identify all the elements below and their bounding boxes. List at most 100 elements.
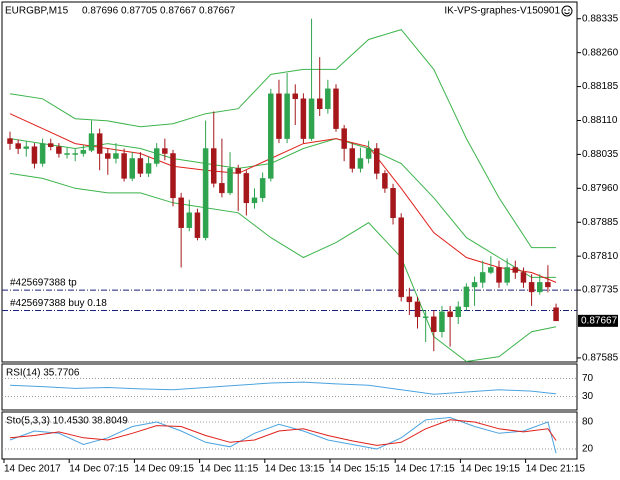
x-tick-label: 14 Dec 13:15 (265, 464, 325, 475)
candle-body (48, 143, 54, 147)
candle-body (398, 217, 404, 298)
stoch-pane (1, 411, 578, 460)
candle-body (422, 316, 429, 319)
order-level-label: #425697388 buy 0.18 (10, 298, 107, 309)
candle-body (365, 148, 372, 159)
candle-body (88, 133, 95, 151)
candle-body (39, 143, 46, 164)
candle-body (496, 267, 502, 283)
candle-body (129, 158, 135, 179)
high-readout: 0.87705 (121, 6, 158, 17)
stoch-tick-label: 80 (582, 417, 594, 428)
rsi-tick-label: 30 (582, 391, 594, 402)
x-tick-label: 14 Dec 07:15 (69, 464, 129, 475)
candle-body (406, 296, 413, 303)
candle-body (308, 98, 315, 139)
candle-body (162, 148, 168, 154)
candle-body (211, 148, 217, 184)
candle-body (202, 148, 209, 238)
rsi-pane (1, 363, 578, 411)
low-readout: 0.87667 (160, 6, 197, 17)
stoch-signal (9, 419, 557, 446)
candle-body (447, 311, 453, 318)
open-readout: 0.87696 (82, 6, 119, 17)
candle-body (31, 146, 38, 164)
candle-body (170, 153, 176, 199)
candle-body (186, 212, 193, 228)
candle-body (520, 272, 527, 283)
y-tick-label: 0.87735 (582, 285, 619, 296)
y-tick-label: 0.87810 (582, 251, 619, 262)
symbol: EURGBP,M15 (5, 6, 69, 17)
main-pane (1, 1, 578, 363)
candle-body (259, 178, 266, 199)
candle-body (341, 128, 347, 149)
price-box-label: 0.87667 (581, 315, 618, 326)
price-box (578, 314, 618, 327)
candle-body (251, 197, 258, 204)
x-tick-label: 14 Dec 17:15 (395, 464, 455, 475)
candle-body (488, 267, 494, 273)
y-tick-label: 0.88260 (582, 47, 619, 58)
candle-body (235, 168, 241, 174)
candle-body (96, 133, 103, 154)
close-readout: 0.87667 (199, 6, 236, 17)
candle-body (382, 173, 388, 189)
candle-body (537, 282, 543, 293)
candle-body (292, 93, 298, 100)
y-tick-label: 0.87585 (582, 353, 619, 364)
y-tick-label: 0.88035 (582, 149, 619, 160)
candle-body (105, 153, 111, 159)
y-tick-label: 0.87885 (582, 217, 619, 228)
y-tick-label: 0.87960 (582, 183, 619, 194)
candle-body (471, 282, 478, 288)
stoch-tick-label: 20 (582, 444, 594, 455)
candle-body (137, 158, 144, 174)
candle-body (439, 311, 445, 332)
x-tick-label: 14 Dec 19:15 (460, 464, 520, 475)
rsi-tick-label: 70 (582, 373, 594, 384)
y-tick-label: 0.88335 (582, 13, 619, 24)
band-lower (9, 172, 557, 363)
candle-body (390, 188, 396, 218)
candle-body (121, 153, 127, 179)
stoch-main (9, 416, 557, 454)
x-tick-label: 14 Dec 11:15 (200, 464, 259, 475)
candle-body (316, 98, 323, 109)
candle-body (545, 282, 551, 288)
candle-body (243, 173, 250, 204)
x-tick-label: 14 Dec 15:15 (330, 464, 390, 475)
candle-body (463, 286, 470, 308)
order-level-label: #425697388 tp (10, 278, 77, 289)
candle-body (479, 272, 486, 283)
candle-body (15, 143, 21, 149)
candle-body (374, 148, 380, 174)
x-tick-label: 14 Dec 21:15 (526, 464, 586, 475)
candle-body (7, 138, 13, 144)
candle-body (455, 306, 461, 318)
candle-body (145, 163, 152, 174)
candle-body (504, 267, 510, 283)
candle-body (153, 148, 160, 164)
candle-body (528, 282, 535, 293)
candle-body (276, 93, 282, 139)
rsi-line (9, 381, 557, 395)
y-tick-label: 0.88185 (582, 81, 619, 92)
stoch-label: Sto(5,3,3) 10.4530 38.8049 (6, 416, 128, 427)
candle-body (284, 93, 290, 139)
candle-body (113, 153, 119, 159)
candle-body (357, 158, 364, 169)
candle-body (414, 301, 421, 318)
candle-body (178, 197, 184, 228)
candle-body (300, 98, 307, 139)
candle-body (23, 146, 30, 149)
x-tick-label: 14 Dec 09:15 (134, 464, 194, 475)
candle-body (219, 183, 225, 194)
candle-body (194, 212, 201, 238)
candle-body (553, 307, 559, 322)
candle-body (268, 93, 274, 179)
candle-body (227, 168, 233, 194)
candle-body (333, 88, 339, 129)
